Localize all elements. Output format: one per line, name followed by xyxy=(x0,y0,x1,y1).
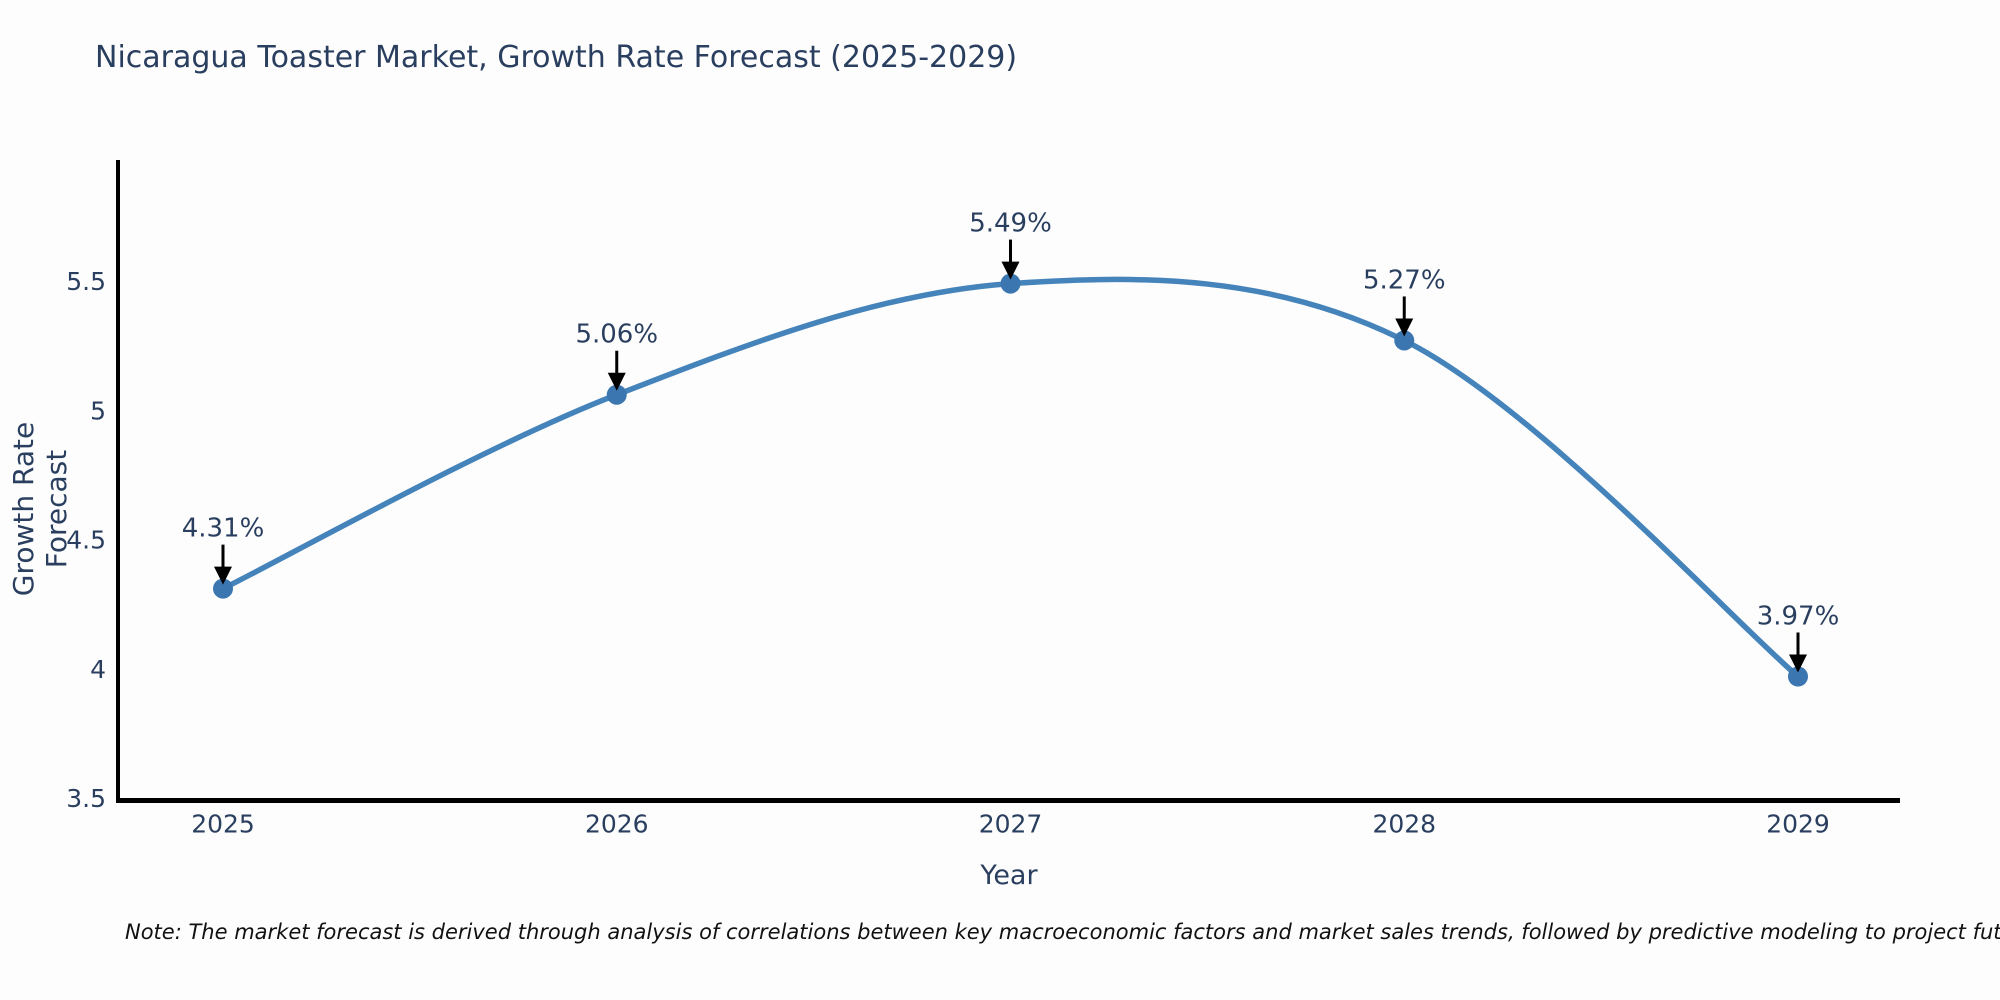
annotation-arrow-head xyxy=(1395,318,1414,337)
x-tick-label: 2025 xyxy=(191,810,255,839)
x-tick-label: 2027 xyxy=(979,810,1043,839)
point-value-label: 5.27% xyxy=(1363,265,1446,295)
data-point-marker xyxy=(1394,330,1415,351)
x-axis-title: Year xyxy=(980,860,1038,891)
forecast-line-series xyxy=(220,276,1801,680)
annotation-arrow-head xyxy=(1789,654,1807,673)
data-point-marker xyxy=(213,578,233,599)
data-point-marker xyxy=(1788,666,1808,687)
annotation-arrow-head xyxy=(214,566,232,585)
y-tick-label: 4.5 xyxy=(66,526,106,555)
x-tick-label: 2029 xyxy=(1766,810,1830,839)
point-value-label: 5.06% xyxy=(575,320,658,350)
x-tick-label: 2026 xyxy=(585,810,649,839)
annotation-arrow-head xyxy=(1001,261,1020,280)
point-value-label: 4.31% xyxy=(182,514,265,544)
point-value-label: 5.49% xyxy=(969,209,1052,239)
x-tick-label: 2028 xyxy=(1372,810,1436,839)
point-value-label: 3.97% xyxy=(1757,602,1840,632)
y-tick-label: 4 xyxy=(90,655,106,684)
chart-title: Nicaragua Toaster Market, Growth Rate Fo… xyxy=(95,40,1018,75)
y-tick-label: 5.5 xyxy=(66,267,106,296)
data-point-marker xyxy=(1000,273,1021,294)
footnote: Note: The market forecast is derived thr… xyxy=(125,920,2000,944)
y-tick-label: 5 xyxy=(90,396,106,425)
y-tick-label: 3.5 xyxy=(66,784,106,813)
annotation-arrow-head xyxy=(607,372,626,391)
data-point-marker xyxy=(606,384,627,405)
